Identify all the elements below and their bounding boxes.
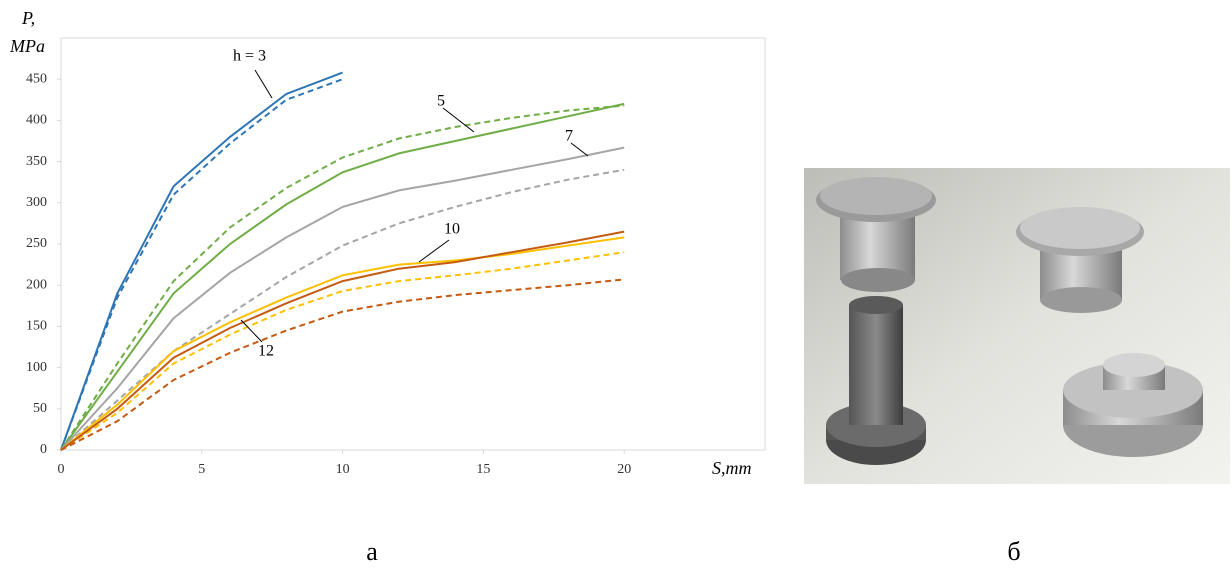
x-tick-label: 20: [617, 462, 631, 477]
y-tick-label: 450: [26, 71, 47, 86]
leader-line: [442, 107, 475, 133]
series-line: [60, 102, 625, 451]
x-axis-label: S,mm: [712, 458, 752, 478]
annotation: 12: [258, 343, 274, 360]
annotation: 10: [444, 221, 460, 238]
x-tick-label: 15: [476, 462, 490, 477]
y-tick-label: 100: [26, 360, 47, 375]
series-line: [60, 146, 625, 451]
panel-label: а: [366, 537, 378, 566]
photo: [804, 168, 1230, 484]
series-line: [60, 230, 625, 451]
y-tick-label: 0: [40, 442, 47, 457]
leader-line: [240, 319, 263, 343]
leader-line: [570, 142, 589, 157]
plot-frame: [60, 37, 766, 451]
x-tick-label: 0: [58, 462, 65, 477]
x-tick-label: 5: [198, 462, 205, 477]
series-line: [60, 71, 343, 451]
series-line: [60, 236, 625, 451]
y-tick-label: 150: [26, 319, 47, 334]
annotation: 7: [565, 128, 573, 145]
y-axis-label: MPa: [9, 36, 45, 56]
y-tick-label: 200: [26, 277, 47, 292]
series-line: [60, 78, 343, 451]
series-line: [60, 104, 625, 451]
y-tick-label: 400: [26, 113, 47, 128]
y-tick-label: 300: [26, 195, 47, 210]
leader-line: [254, 69, 273, 99]
y-tick-label: 350: [26, 154, 47, 169]
annotation: h = 3: [233, 48, 266, 65]
series-line: [60, 168, 625, 451]
x-tick-label: 10: [336, 462, 350, 477]
y-tick-label: 50: [33, 401, 47, 416]
y-axis-label: P,: [21, 8, 35, 28]
y-tick-label: 250: [26, 236, 47, 251]
leader-line: [418, 239, 450, 263]
annotation: 5: [437, 93, 445, 110]
series-line: [60, 278, 625, 451]
panel-label: б: [1007, 537, 1020, 566]
